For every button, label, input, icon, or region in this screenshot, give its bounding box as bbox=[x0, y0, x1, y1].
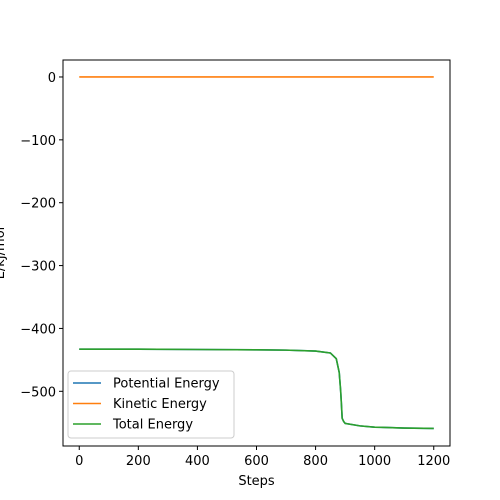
y-axis: 0 −100 −200 −300 −400 −500 bbox=[20, 71, 63, 400]
x-tick-label: 400 bbox=[185, 454, 210, 469]
x-tick-label: 1000 bbox=[358, 454, 391, 469]
series-layer bbox=[79, 76, 434, 430]
x-tick-label: 800 bbox=[303, 454, 328, 469]
x-axis-label: Steps bbox=[238, 474, 275, 489]
x-tick-label: 200 bbox=[126, 454, 151, 469]
y-tick-label: −500 bbox=[20, 385, 56, 400]
legend-items: Potential Energy Kinetic Energy Total Ener… bbox=[73, 377, 220, 433]
y-tick-label: −300 bbox=[20, 260, 56, 275]
y-tick-label: 0 bbox=[48, 71, 56, 86]
y-tick-label: −200 bbox=[20, 197, 56, 212]
legend: Potential Energy Kinetic Energy Total Ener… bbox=[67, 370, 235, 439]
y-axis-label: E/kJ/mol bbox=[0, 227, 8, 280]
legend-box bbox=[67, 370, 235, 439]
y-tick-label: −400 bbox=[20, 322, 56, 337]
legend-label-total-energy: Total Energy bbox=[112, 418, 193, 433]
x-tick-label: 0 bbox=[75, 454, 83, 469]
legend-label-kinetic-energy: Kinetic Energy bbox=[113, 397, 207, 412]
legend-label-potential-energy: Potential Energy bbox=[113, 377, 220, 392]
series-line-total-energy bbox=[79, 348, 434, 430]
y-tick-label: −100 bbox=[20, 134, 56, 149]
x-axis: 0 200 400 600 800 1000 1200 bbox=[75, 446, 450, 469]
x-tick-label: 1200 bbox=[417, 454, 450, 469]
x-tick-label: 600 bbox=[244, 454, 269, 469]
